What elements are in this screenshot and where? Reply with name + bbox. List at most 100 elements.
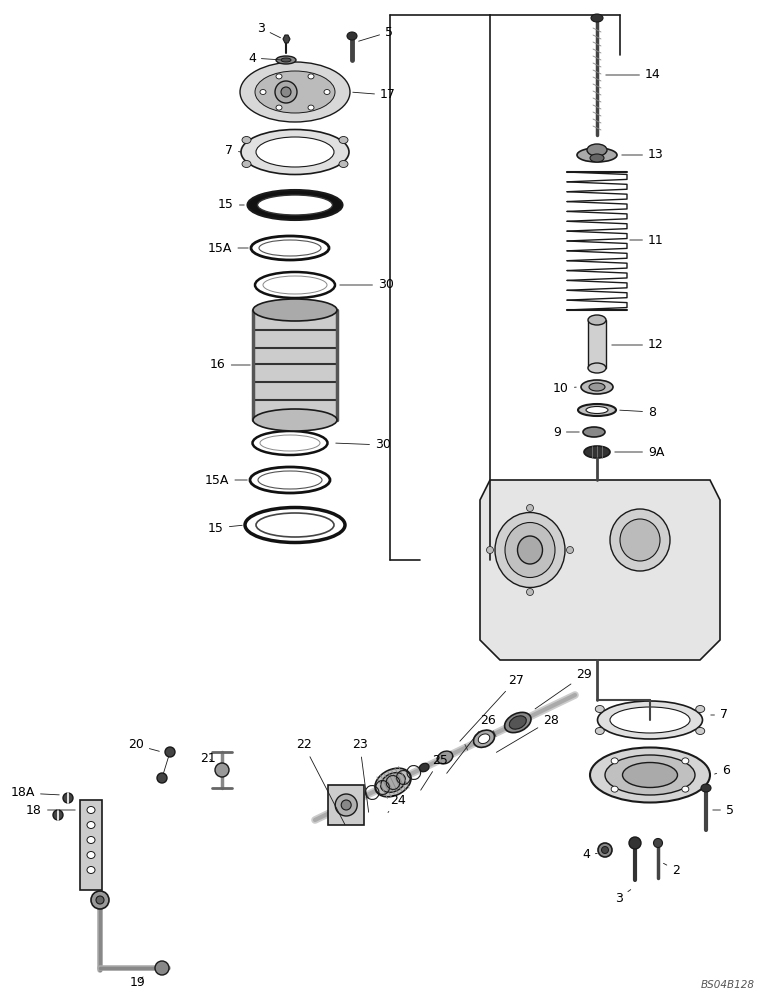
Text: 8: 8 (620, 406, 656, 418)
Ellipse shape (505, 522, 555, 578)
Ellipse shape (276, 105, 282, 110)
Ellipse shape (281, 58, 291, 62)
Ellipse shape (590, 748, 710, 802)
Text: 7: 7 (225, 143, 241, 156)
Bar (588, 320, 606, 368)
Ellipse shape (381, 773, 405, 792)
Text: 18: 18 (26, 804, 75, 816)
Ellipse shape (583, 427, 605, 437)
Ellipse shape (598, 701, 703, 739)
Text: 15: 15 (218, 198, 244, 212)
Ellipse shape (251, 236, 329, 260)
Ellipse shape (347, 32, 357, 40)
Ellipse shape (696, 728, 705, 734)
Polygon shape (283, 35, 290, 43)
Ellipse shape (701, 784, 711, 792)
Ellipse shape (155, 961, 169, 975)
Ellipse shape (495, 512, 565, 587)
Ellipse shape (586, 406, 608, 414)
Ellipse shape (87, 822, 95, 828)
Ellipse shape (276, 56, 296, 64)
Ellipse shape (87, 806, 95, 814)
Ellipse shape (682, 758, 689, 764)
Ellipse shape (589, 383, 605, 391)
Ellipse shape (165, 747, 175, 757)
Ellipse shape (335, 794, 357, 816)
Ellipse shape (591, 14, 603, 22)
Ellipse shape (610, 707, 690, 733)
Ellipse shape (53, 810, 63, 820)
Text: 20: 20 (128, 738, 159, 752)
Ellipse shape (63, 793, 73, 803)
Ellipse shape (308, 74, 314, 79)
Ellipse shape (682, 786, 689, 792)
Ellipse shape (419, 763, 429, 772)
Text: BS04B128: BS04B128 (701, 980, 755, 990)
Ellipse shape (587, 144, 607, 156)
Ellipse shape (256, 137, 334, 167)
Ellipse shape (629, 837, 641, 849)
Text: 4: 4 (582, 848, 598, 861)
Ellipse shape (517, 536, 543, 564)
Text: 29: 29 (535, 668, 592, 709)
Ellipse shape (248, 190, 343, 220)
Text: 2: 2 (663, 863, 680, 876)
Ellipse shape (259, 240, 321, 256)
Ellipse shape (258, 195, 333, 215)
Text: 9A: 9A (615, 446, 665, 458)
Ellipse shape (578, 404, 616, 416)
Ellipse shape (256, 513, 334, 537)
Ellipse shape (437, 751, 452, 764)
Text: 7: 7 (711, 708, 728, 722)
Ellipse shape (252, 431, 327, 455)
Text: 21: 21 (200, 752, 215, 764)
Text: 15A: 15A (208, 241, 249, 254)
Text: 16: 16 (210, 359, 250, 371)
Bar (80, 800, 102, 890)
Ellipse shape (577, 148, 617, 162)
Ellipse shape (584, 446, 610, 458)
Text: 24: 24 (388, 794, 406, 812)
Text: 23: 23 (352, 738, 369, 812)
Ellipse shape (341, 800, 351, 810)
Ellipse shape (375, 768, 411, 797)
Text: 15: 15 (208, 522, 242, 534)
Ellipse shape (588, 315, 606, 325)
Text: 26: 26 (447, 714, 496, 773)
Ellipse shape (510, 716, 527, 729)
Polygon shape (328, 785, 364, 825)
Ellipse shape (598, 843, 612, 857)
Text: 3: 3 (257, 21, 280, 38)
Ellipse shape (611, 758, 618, 764)
Ellipse shape (255, 272, 335, 298)
Ellipse shape (478, 734, 489, 744)
Ellipse shape (87, 836, 95, 844)
Text: 22: 22 (296, 738, 345, 825)
Ellipse shape (527, 504, 533, 512)
Ellipse shape (486, 546, 493, 554)
Text: 27: 27 (460, 674, 524, 741)
Ellipse shape (240, 62, 350, 122)
Ellipse shape (527, 588, 533, 595)
Ellipse shape (611, 786, 618, 792)
Text: 10: 10 (553, 381, 576, 394)
Ellipse shape (87, 852, 95, 858)
Text: 12: 12 (611, 338, 664, 352)
Ellipse shape (253, 299, 337, 321)
Ellipse shape (91, 891, 109, 909)
Ellipse shape (281, 87, 291, 97)
Ellipse shape (601, 846, 608, 854)
Ellipse shape (595, 706, 604, 712)
Ellipse shape (255, 71, 335, 113)
Polygon shape (480, 480, 720, 660)
Text: 5: 5 (359, 25, 393, 41)
Ellipse shape (263, 276, 327, 294)
Ellipse shape (567, 546, 574, 554)
Text: 15A: 15A (205, 474, 247, 487)
Ellipse shape (260, 435, 320, 451)
Text: 17: 17 (353, 89, 396, 102)
Text: 28: 28 (496, 714, 559, 752)
Text: 3: 3 (615, 890, 631, 904)
Ellipse shape (590, 154, 604, 162)
Ellipse shape (253, 409, 337, 431)
